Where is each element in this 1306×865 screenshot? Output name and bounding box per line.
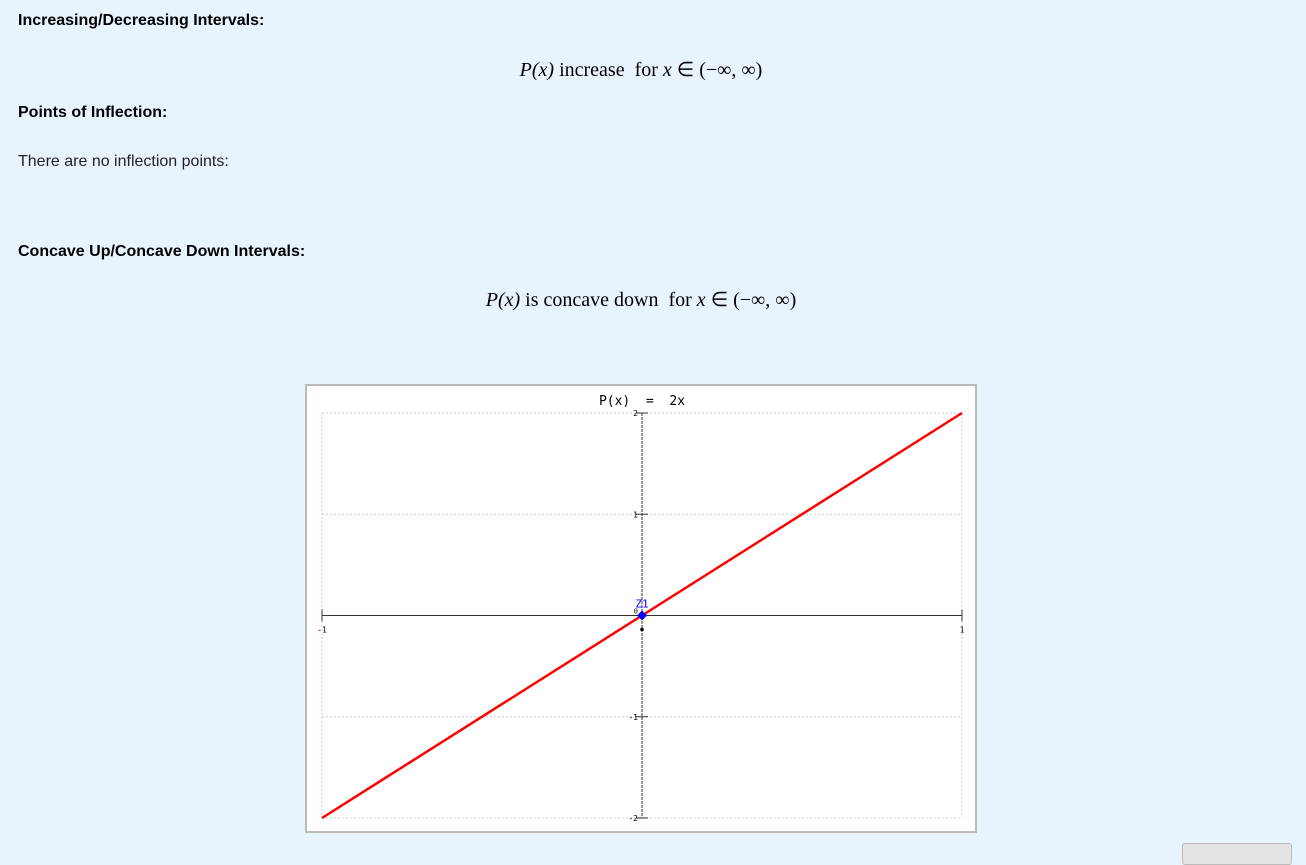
y-tick-label: 2 [633, 409, 638, 418]
y-tick-label: -1 [628, 713, 638, 722]
increasing-heading: Increasing/Decreasing Intervals: [18, 12, 265, 29]
inflection-text: There are no inflection points: [18, 153, 229, 170]
inflection-heading: Points of Inflection: [18, 104, 168, 121]
increasing-statement: P(x) increase for x ∈ (−∞, ∞) [0, 57, 1282, 82]
interval: ∈ (−∞, ∞) [671, 59, 763, 81]
var: x [696, 289, 706, 311]
text: increase for [554, 59, 663, 81]
point-marker [637, 610, 647, 621]
x-tick-label: -1 [317, 626, 327, 635]
button[interactable] [1182, 843, 1292, 865]
concavity-heading: Concave Up/Concave Down Intervals: [18, 243, 306, 260]
func: P(x) [485, 289, 521, 311]
point-label: Z1 [635, 598, 648, 611]
axis-marker [640, 627, 644, 632]
func: P(x) [519, 59, 555, 81]
x-tick-label: 1 [960, 626, 965, 635]
y-tick-label: 1 [633, 510, 638, 519]
function-plot: P(x) = 2x -1 1 2 1 -1 -2 0 Z1 [305, 384, 977, 833]
var: x [662, 59, 672, 81]
interval: ∈ (−∞, ∞) [705, 289, 797, 311]
chart-title: P(x) = 2x [599, 394, 685, 409]
origin-label: 0 [634, 608, 638, 616]
y-tick-label: -2 [628, 814, 638, 823]
concavity-statement: P(x) is concave down for x ∈ (−∞, ∞) [0, 287, 1282, 312]
text: is concave down for [520, 289, 697, 311]
